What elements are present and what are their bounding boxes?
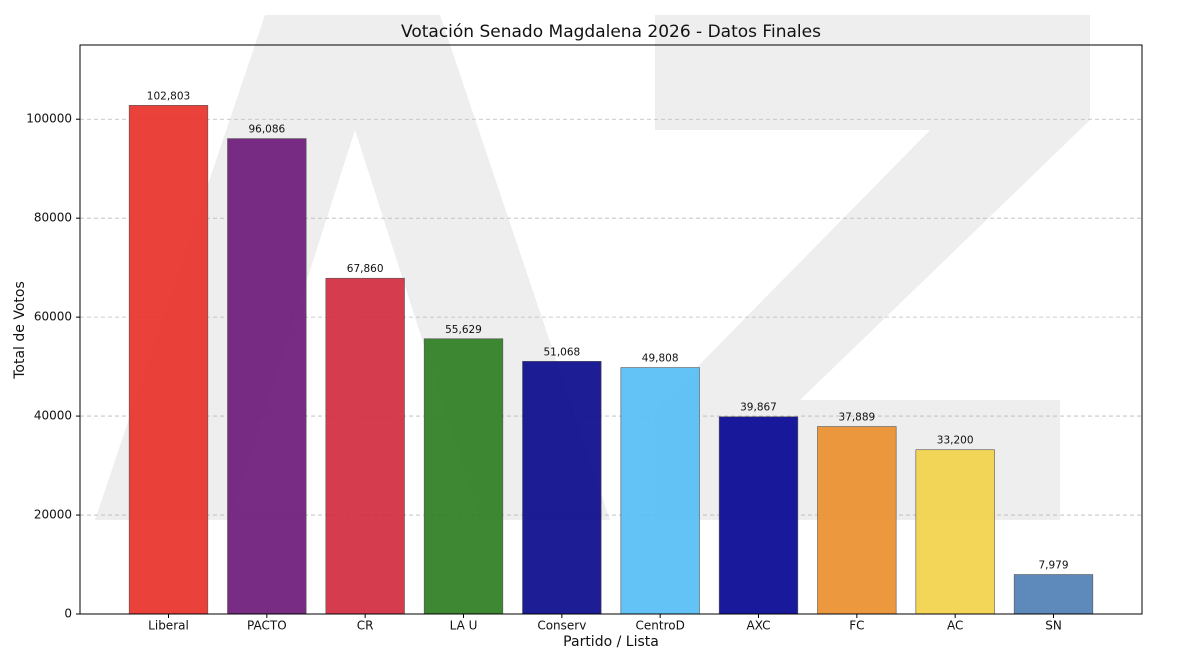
y-tick-label: 60000 [34, 310, 72, 324]
x-tick-label: LA U [450, 619, 478, 633]
x-tick-label: SN [1045, 619, 1062, 633]
value-label: 55,629 [445, 324, 482, 336]
y-tick-label: 40000 [34, 409, 72, 423]
value-label: 37,889 [838, 412, 875, 424]
bar [325, 277, 405, 615]
bar [817, 426, 897, 615]
y-tick-label: 20000 [34, 508, 72, 522]
value-label: 102,803 [147, 90, 190, 102]
bar [128, 105, 209, 615]
bar [1013, 574, 1094, 615]
bar [522, 361, 602, 615]
bar [718, 416, 799, 615]
value-label: 33,200 [937, 435, 974, 447]
x-tick-label: AXC [747, 619, 771, 633]
bar [423, 338, 504, 615]
value-label: 96,086 [248, 124, 285, 136]
y-tick-label: 0 [64, 607, 72, 621]
value-label: 51,068 [543, 346, 580, 358]
x-tick-label: AC [947, 619, 963, 633]
bar [227, 138, 307, 615]
bar [620, 367, 700, 615]
y-axis-label: Total de Votos [12, 281, 28, 380]
x-tick-label: Conserv [537, 619, 586, 633]
chart-title: Votación Senado Magdalena 2026 - Datos F… [401, 22, 821, 42]
y-tick-label: 100000 [26, 112, 72, 126]
x-tick-label: FC [849, 619, 864, 633]
value-label: 7,979 [1038, 560, 1068, 572]
x-tick-label: PACTO [247, 619, 287, 633]
value-label: 39,867 [740, 402, 777, 414]
bar [915, 449, 995, 615]
x-tick-label: Liberal [148, 619, 189, 633]
y-tick-label: 80000 [34, 211, 72, 225]
value-label: 49,808 [642, 353, 679, 365]
plot-frame [79, 44, 1143, 615]
plot-area: 0 20000 40000 60000 80000 100000 Liberal 102,80… [26, 44, 1143, 633]
value-label: 67,860 [347, 263, 384, 275]
watermark-shape [655, 15, 1090, 520]
x-tick-label: CentroD [636, 619, 685, 633]
x-tick-label: CR [357, 619, 374, 633]
x-axis-label: Partido / Lista [563, 634, 659, 650]
